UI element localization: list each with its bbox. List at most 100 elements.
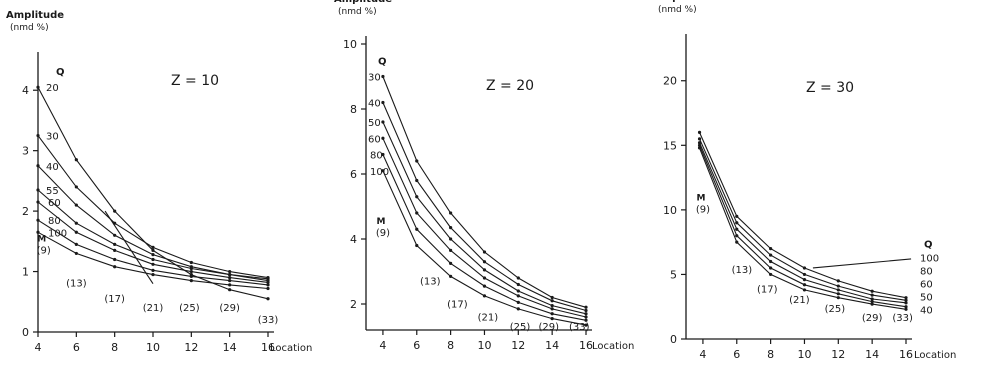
data-point <box>189 260 193 265</box>
y-axis-unit: (nmd %) <box>658 5 697 15</box>
data-point <box>151 262 155 266</box>
data-point <box>74 242 78 246</box>
data-point <box>415 159 419 163</box>
legend-label-q40: 40 <box>46 162 59 173</box>
data-point <box>228 269 232 274</box>
x-tick-label: 16 <box>579 339 593 352</box>
data-point <box>516 300 520 304</box>
y-tick-label: 5 <box>670 268 677 281</box>
data-point <box>266 297 270 301</box>
data-point <box>584 305 588 309</box>
data-point <box>735 227 739 231</box>
y-axis-title: Amplitude <box>6 10 64 21</box>
legend-label-q50: 50 <box>368 118 381 129</box>
data-point <box>802 288 807 292</box>
data-point <box>735 240 739 244</box>
y-tick-label: 6 <box>350 168 357 181</box>
data-point <box>189 279 193 283</box>
data-point <box>381 136 385 140</box>
data-point <box>836 284 840 288</box>
location-label: (13) <box>732 265 753 276</box>
series-line-q55 <box>37 189 269 282</box>
marker-label: M <box>376 217 385 227</box>
y-tick-label: 10 <box>343 38 357 51</box>
x-tick-label: 14 <box>545 339 559 352</box>
x-tick-label: 4 <box>379 339 386 352</box>
data-point <box>266 283 270 287</box>
legend-label-q60: 60 <box>48 198 61 209</box>
data-point <box>113 209 117 213</box>
y-tick-label: 2 <box>350 298 357 311</box>
data-point <box>228 279 232 283</box>
location-label: (21) <box>478 312 499 323</box>
data-point <box>381 74 385 79</box>
x-tick-label: 10 <box>477 339 491 352</box>
x-tick-label: 8 <box>111 341 118 354</box>
legend-header: Q <box>378 57 387 68</box>
data-point <box>769 253 773 257</box>
legend-label-q80: 80 <box>48 216 61 227</box>
legend-label-q40: 40 <box>368 99 381 110</box>
data-point <box>151 257 155 262</box>
legend-label-q100: 100 <box>48 228 67 239</box>
legend-label-q30: 30 <box>46 132 59 143</box>
data-point <box>836 292 840 296</box>
series-line-q20 <box>37 86 269 300</box>
chart-title: Z = 20 <box>486 78 534 94</box>
y-tick-label: 10 <box>663 204 677 217</box>
data-point <box>189 269 193 274</box>
data-point <box>113 265 117 269</box>
data-point <box>584 318 588 322</box>
location-label: (9) <box>37 245 51 256</box>
chart-z20: 4 6 8 10 12 14 16 2 4 6 8 10 Amplitude (nmd %) Locatio… <box>334 0 634 352</box>
location-label: (13) <box>420 277 441 288</box>
x-tick-label: 4 <box>35 341 42 354</box>
x-tick-label: 4 <box>699 348 706 361</box>
location-label: (33) <box>258 315 279 326</box>
x-tick-label: 6 <box>413 339 420 352</box>
legend-label-q80: 80 <box>920 267 933 278</box>
data-point <box>697 146 702 150</box>
legend-label-q100: 100 <box>370 167 389 178</box>
data-point <box>904 307 908 311</box>
data-point <box>802 278 807 282</box>
data-point <box>449 226 453 230</box>
data-point <box>550 307 554 311</box>
data-point <box>74 185 78 189</box>
data-point <box>802 272 807 277</box>
location-label: (25) <box>510 322 531 333</box>
data-point <box>550 304 554 308</box>
data-point <box>151 253 155 257</box>
data-point <box>228 276 232 280</box>
y-axis-title: Amplitude <box>334 0 392 5</box>
data-point <box>415 227 419 231</box>
location-label: (13) <box>66 279 87 290</box>
data-point <box>802 266 807 270</box>
y-tick-label: 4 <box>22 84 29 97</box>
legend-label-q80: 80 <box>370 151 383 162</box>
chart-z30: 4 6 8 10 12 14 16 0 5 10 15 20 Amplitude (nmd %) Locat… <box>654 0 956 361</box>
y-axis-unit: (nmd %) <box>10 23 49 33</box>
data-point <box>36 164 40 168</box>
data-point <box>870 302 874 306</box>
data-point <box>36 85 40 89</box>
data-point <box>189 266 193 271</box>
legend-header: Q <box>56 67 65 78</box>
y-axis-unit: (nmd %) <box>338 7 377 17</box>
extra-line <box>104 210 154 284</box>
location-label: (17) <box>447 299 468 310</box>
data-point <box>802 283 807 287</box>
data-point <box>266 280 270 285</box>
legend-label-q60: 60 <box>368 134 381 145</box>
data-point <box>836 296 840 300</box>
legend-header: Q <box>924 240 933 251</box>
data-point <box>697 143 702 147</box>
x-tick-label: 12 <box>511 339 525 352</box>
data-point <box>151 272 155 277</box>
series-line-q30 <box>37 135 269 279</box>
data-point <box>113 248 117 252</box>
data-point <box>449 248 453 252</box>
data-point <box>870 299 874 304</box>
legend-label-q100: 100 <box>920 254 939 265</box>
